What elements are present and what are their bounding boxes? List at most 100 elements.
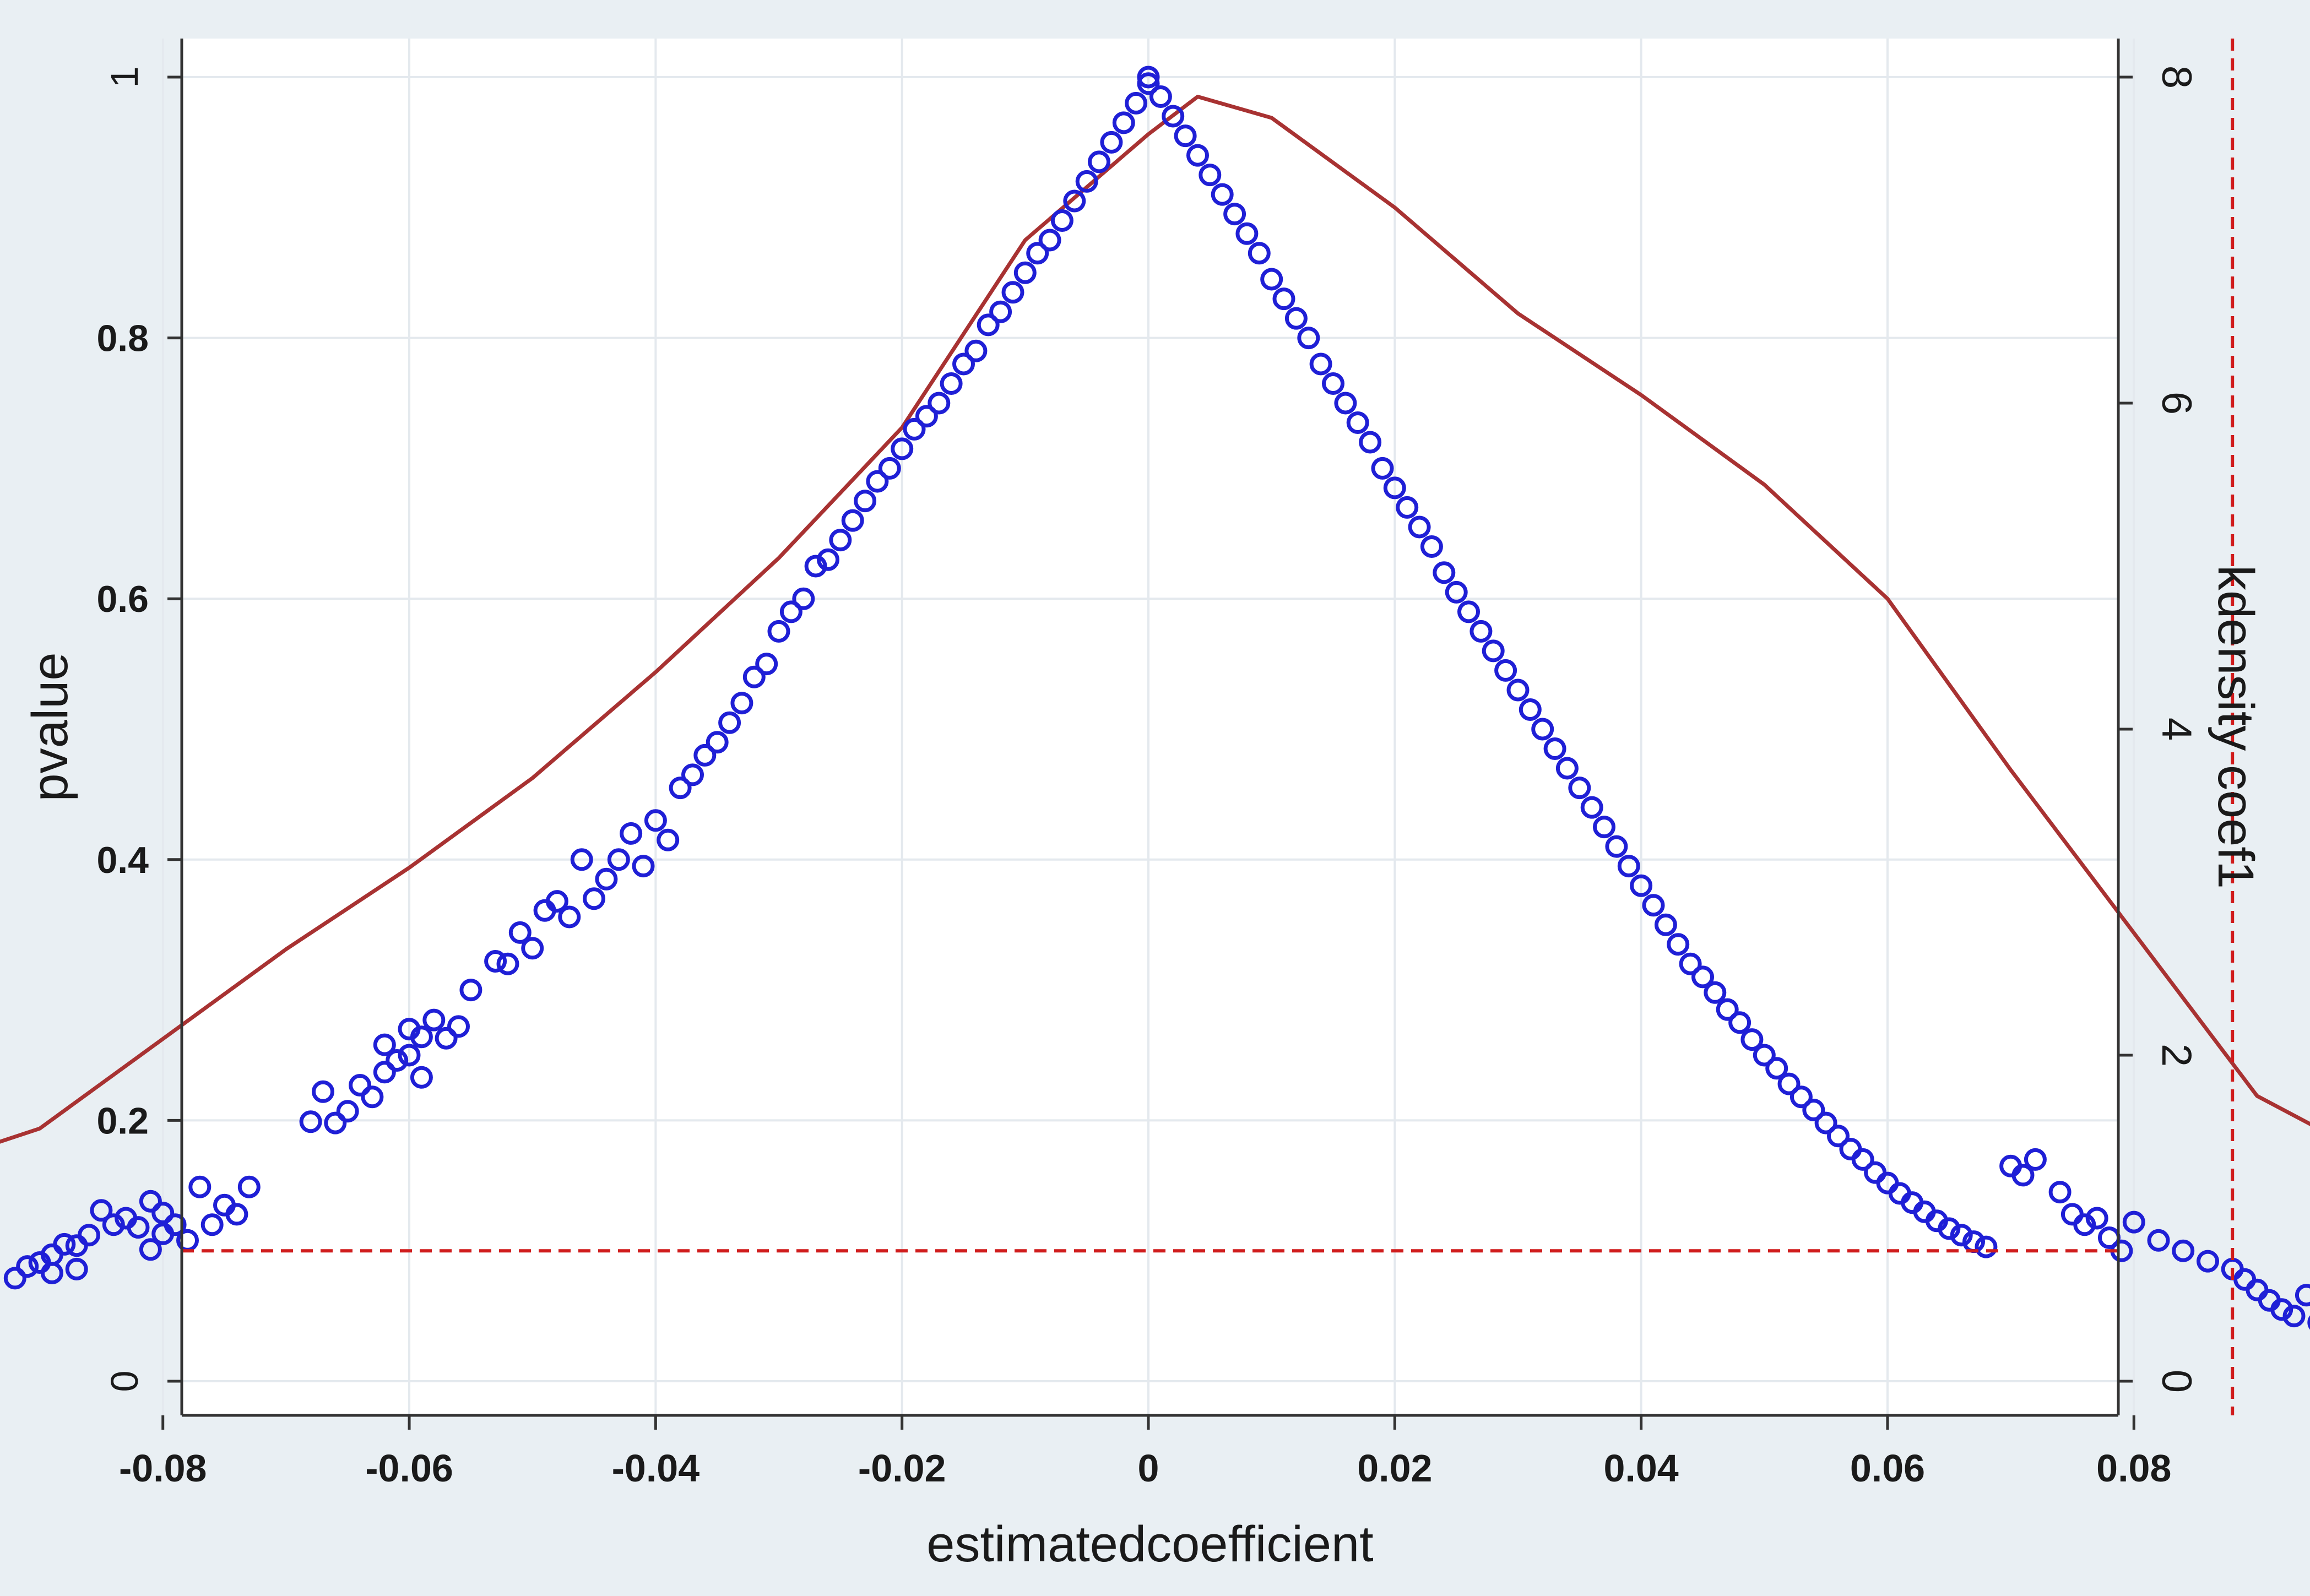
scatter-point	[324, 1111, 347, 1134]
scatter-point	[139, 1190, 162, 1213]
scatter-point	[65, 1257, 88, 1280]
scatter-point	[829, 529, 852, 552]
right-y-axis-ticks: 0 2 4 6 8	[2118, 66, 2200, 1393]
scatter-point	[2011, 1164, 2035, 1187]
scatter-point	[1013, 261, 1037, 284]
scatter-point	[1186, 144, 1209, 167]
scatter-point	[730, 692, 753, 715]
scatter-point	[1284, 307, 1308, 330]
scatter-point	[2295, 1284, 2310, 1307]
scatter-point	[1975, 1235, 1998, 1258]
scatter-point	[373, 1061, 396, 1084]
scatter-point	[1851, 1148, 1874, 1171]
scatter-point	[1162, 105, 1185, 128]
scatter-point	[1814, 1111, 1837, 1134]
scatter-point	[669, 777, 692, 800]
scatter-point	[459, 979, 482, 1002]
scatter-point	[1938, 1217, 1961, 1240]
scatter-point	[1026, 242, 1049, 265]
scatter-point	[200, 1213, 224, 1236]
scatter-point	[964, 339, 988, 362]
scatter-point	[1309, 352, 1332, 376]
scatter-point	[398, 1044, 421, 1067]
x-tick-label: 0.06	[1850, 1447, 1925, 1490]
scatter-point	[1543, 737, 1566, 760]
left-y-tick-label: 0.2	[96, 1100, 149, 1142]
reference-lines	[182, 39, 2235, 1415]
scatter-point	[742, 665, 766, 688]
x-tick-label: 0.02	[1357, 1447, 1432, 1490]
scatter-point	[1630, 874, 1653, 897]
scatter-point	[2048, 1181, 2072, 1204]
scatter-point	[361, 1085, 384, 1109]
scatter-point	[1777, 1072, 1801, 1095]
scatter-point	[1445, 580, 1468, 604]
scatter-point	[2172, 1239, 2195, 1262]
scatter-point	[312, 1080, 334, 1103]
right-y-tick-label: 2	[2153, 1044, 2200, 1067]
scatter-point	[349, 1074, 372, 1096]
scatter-point	[1506, 678, 1530, 702]
scatter-point	[1494, 659, 1517, 682]
right-y-axis-title: kdensity coef1	[2208, 565, 2264, 889]
scatter-point	[1408, 515, 1431, 539]
scatter-point	[2122, 1210, 2145, 1234]
scatter-point	[1605, 835, 1628, 858]
scatter-point	[940, 372, 963, 395]
scatter-point	[1827, 1125, 1850, 1148]
scatter-point	[1174, 124, 1197, 148]
scatter-point	[854, 490, 877, 513]
scatter-point	[1211, 183, 1234, 206]
scatter-point	[2270, 1298, 2293, 1321]
scatter-point	[1383, 476, 1406, 500]
scatter-point	[681, 763, 704, 786]
scatter-point	[1482, 639, 1505, 663]
scatter-point	[1322, 372, 1344, 395]
left-y-tick-label: 0.4	[96, 839, 149, 881]
scatter-point	[102, 1213, 125, 1236]
scatter-point	[1753, 1044, 1776, 1067]
scatter-point	[1667, 933, 1690, 956]
scatter-point	[989, 300, 1012, 323]
scatter-point	[1272, 287, 1295, 311]
scatter-point	[2197, 1250, 2219, 1273]
left-y-axis-title: pvalue	[22, 652, 78, 801]
scatter-point	[90, 1199, 113, 1222]
x-tick-label: -0.08	[119, 1447, 207, 1490]
scatter-point	[1593, 816, 1615, 839]
scatter-point	[508, 921, 532, 944]
scatter-point	[903, 417, 926, 441]
scatter-point	[2307, 1315, 2310, 1330]
scatter-point	[410, 1066, 433, 1089]
x-tick-label: -0.06	[365, 1447, 453, 1490]
scatter-point	[1555, 757, 1579, 780]
scatter-point	[977, 313, 1000, 336]
scatter-point	[1260, 268, 1283, 291]
scatter-point	[1075, 170, 1098, 193]
scatter-point	[435, 1027, 458, 1050]
scatter-point	[1679, 952, 1702, 975]
scatter-point	[521, 937, 544, 960]
scatter-point	[410, 1025, 433, 1049]
scatter-point	[1457, 600, 1480, 623]
scatter-point	[1617, 855, 1640, 878]
scatter-point	[484, 950, 507, 973]
scatter-point	[225, 1203, 248, 1226]
scatter-point	[644, 809, 667, 832]
scatter-point	[2073, 1213, 2096, 1236]
scatter-point	[928, 392, 951, 415]
kdensity-line	[0, 95, 2310, 1144]
x-tick-label: 0.08	[2096, 1447, 2171, 1490]
scatter-point	[1297, 327, 1320, 350]
scatter-point	[878, 457, 901, 480]
scatter-point	[127, 1216, 150, 1239]
right-y-tick-label: 4	[2153, 718, 2200, 741]
scatter-point	[1396, 496, 1419, 519]
scatter-point	[1568, 777, 1591, 800]
scatter-point	[422, 1008, 446, 1032]
scatter-point	[1223, 203, 1246, 226]
scatter-point	[139, 1238, 162, 1261]
scatter-point	[718, 711, 741, 734]
scatter-point	[595, 867, 618, 891]
scatter-point	[891, 437, 914, 460]
